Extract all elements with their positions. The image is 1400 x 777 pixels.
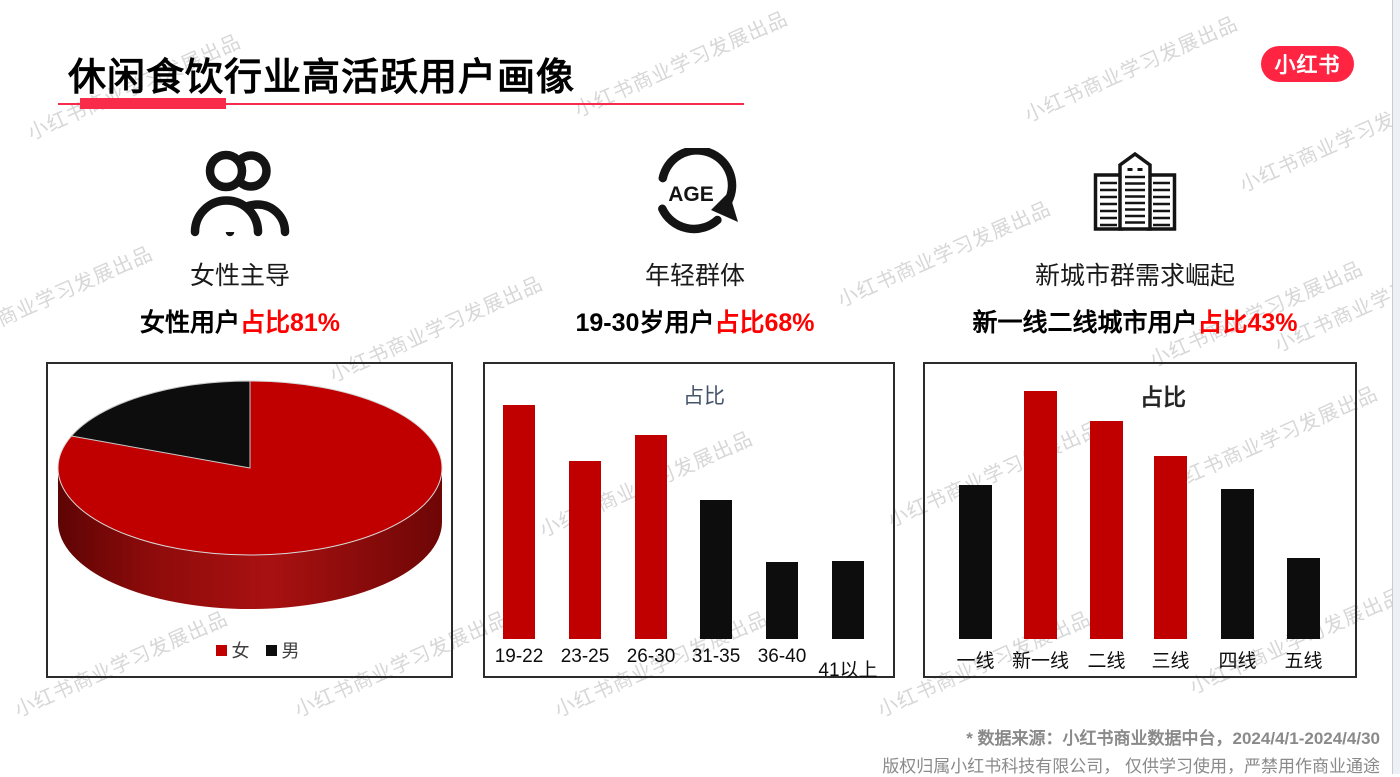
legend-item-male: 男 <box>265 637 300 663</box>
watermark-text: 小红书商业学习发展出品 <box>1021 12 1242 127</box>
feature-heading: 年轻群体 <box>644 262 745 290</box>
bar-36-40 <box>766 562 798 639</box>
bar-31-35 <box>700 500 732 639</box>
axis-label: 四线 <box>1218 651 1257 672</box>
chart-title: 占比 <box>1140 384 1186 410</box>
axis-label: 19-22 <box>494 646 544 667</box>
stat-prefix: 19-30岁用户 <box>575 309 715 337</box>
pie-legend: 女 男 <box>215 637 300 663</box>
bar-四线 <box>1221 489 1254 639</box>
feature-city: 新城市群需求崛起 新一线二线城市用户占比43% <box>960 146 1310 339</box>
bar-三线 <box>1154 456 1187 639</box>
bar-41以上 <box>832 561 864 639</box>
legend-swatch-male <box>265 644 277 656</box>
feature-stat: 19-30岁用户占比68% <box>545 303 845 339</box>
bar-新一线 <box>1024 391 1057 639</box>
age-bar-chart-box: 占比 19-22 23-25 26-30 31-35 36-40 41以上 <box>483 362 895 681</box>
axis-label: 36-40 <box>757 646 807 667</box>
stat-highlight: 占比43% <box>1197 309 1298 337</box>
legend-label: 男 <box>281 641 300 661</box>
page-title: 休闲食饮行业高活跃用户画像 <box>68 57 576 99</box>
city-buildings-icon <box>960 146 1310 242</box>
axis-label: 五线 <box>1284 651 1323 672</box>
feature-heading: 新城市群需求崛起 <box>1034 262 1235 290</box>
axis-label: 31-35 <box>691 646 741 667</box>
legend-item-female: 女 <box>215 637 250 663</box>
legend-label: 女 <box>231 641 250 661</box>
stat-prefix: 新一线二线城市用户 <box>972 309 1198 337</box>
brand-logo: 小红书 <box>1261 46 1354 82</box>
axis-label: 三线 <box>1151 651 1190 672</box>
svg-text:AGE: AGE <box>668 183 714 206</box>
title-underline-thick <box>80 98 226 109</box>
two-people-icon <box>90 146 390 242</box>
legend-swatch-female <box>215 644 227 656</box>
bar-二线 <box>1090 421 1123 639</box>
feature-stat: 新一线二线城市用户占比43% <box>960 303 1310 339</box>
axis-label: 新一线 <box>1011 651 1070 672</box>
bar-一线 <box>959 485 992 639</box>
axis-label: 23-25 <box>560 646 610 667</box>
axis-label: 26-30 <box>626 646 676 667</box>
feature-heading: 女性主导 <box>189 262 290 290</box>
window-edge-strip <box>1392 0 1400 774</box>
stat-prefix: 女性用户 <box>139 309 240 337</box>
bar-五线 <box>1287 558 1320 639</box>
axis-label: 41以上 <box>818 660 878 681</box>
feature-female: 女性主导 女性用户占比81% <box>90 146 390 339</box>
city-bar-chart-box: 占比 一线 新一线 二线 三线 四线 五线 <box>923 362 1357 678</box>
footer: * 数据来源：小红书商业数据中台，2024/4/1-2024/4/30 版权归属… <box>882 724 1380 777</box>
feature-age: AGE 年轻群体 19-30岁用户占比68% <box>545 146 845 339</box>
axis-label: 一线 <box>956 651 995 672</box>
footer-copyright: 版权归属小红书科技有限公司， 仅供学习使用，严禁用作商业通途 <box>882 757 1380 776</box>
gender-pie-chart-box: 女 男 <box>46 362 453 678</box>
bar-19-22 <box>503 405 535 639</box>
bar-26-30 <box>635 435 667 639</box>
bar-23-25 <box>569 461 601 639</box>
axis-label: 二线 <box>1087 651 1126 672</box>
gender-pie-chart <box>57 380 443 609</box>
title-underline-thin <box>58 103 744 105</box>
stat-highlight: 占比81% <box>239 309 341 337</box>
feature-stat: 女性用户占比81% <box>90 303 390 339</box>
footer-source: * 数据来源：小红书商业数据中台，2024/4/1-2024/4/30 <box>966 729 1380 748</box>
stat-highlight: 占比68% <box>714 309 815 337</box>
age-cycle-icon: AGE <box>545 146 845 242</box>
chart-title: 占比 <box>683 385 725 408</box>
